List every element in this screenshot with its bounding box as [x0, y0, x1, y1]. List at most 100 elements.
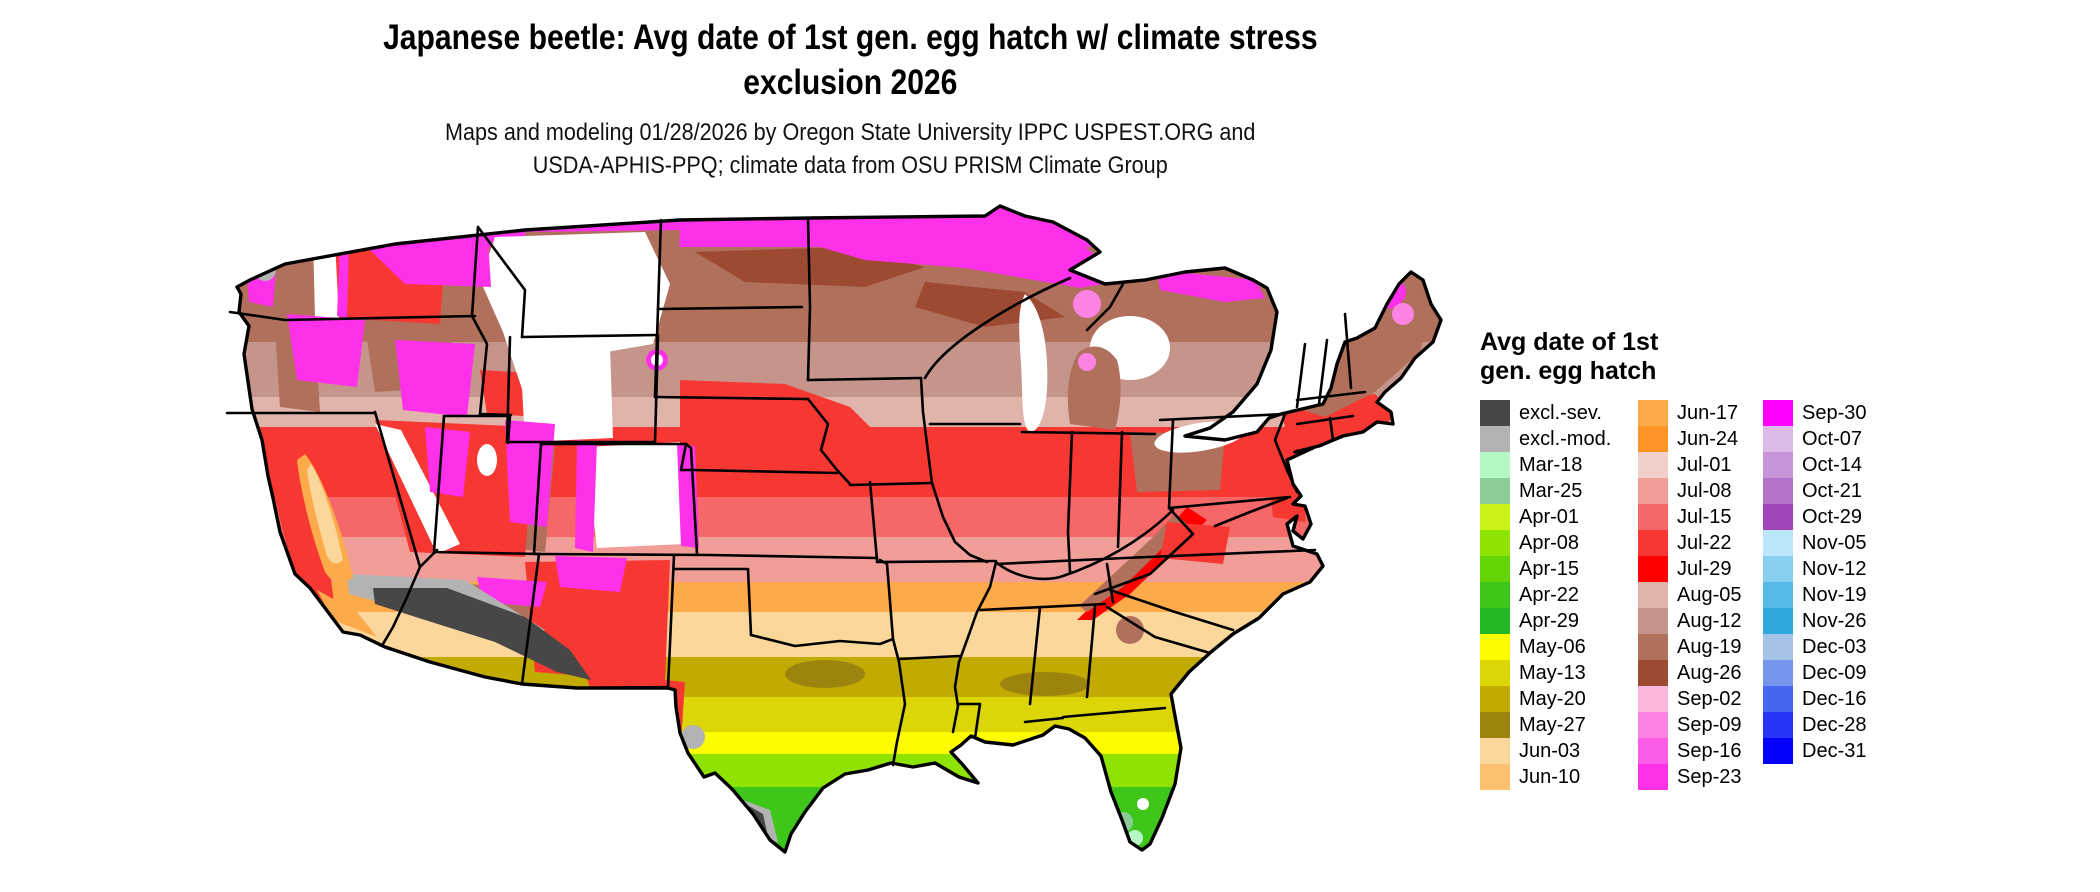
- legend-entry: Apr-29: [1480, 607, 1611, 634]
- legend-swatch: [1763, 659, 1793, 686]
- legend-swatch: [1638, 659, 1668, 686]
- legend-swatch: [1763, 711, 1793, 738]
- legend-entry: Nov-05: [1763, 529, 1867, 556]
- region-up-magenta: [1157, 270, 1265, 302]
- legend-label: Oct-29: [1802, 505, 1863, 528]
- legend-swatch: [1638, 581, 1668, 608]
- legend-label: Oct-21: [1802, 479, 1863, 502]
- legend-entry: Jul-15: [1638, 503, 1742, 530]
- legend-entry: Apr-01: [1480, 503, 1611, 530]
- legend-entry: Oct-14: [1763, 451, 1867, 478]
- band-May-06: [237, 732, 1441, 754]
- region-wtx-gray: [681, 725, 705, 749]
- region-yellowstone-white: [512, 337, 538, 363]
- legend-entry: Sep-23: [1638, 763, 1742, 790]
- legend-entry: Nov-26: [1763, 607, 1867, 634]
- legend-label: Jul-15: [1677, 505, 1732, 528]
- legend-swatch: [1480, 659, 1510, 686]
- legend-label: Sep-09: [1677, 713, 1742, 736]
- map-title-line1: Japanese beetle: Avg date of 1st gen. eg…: [382, 18, 1318, 57]
- legend-label: Oct-07: [1802, 427, 1863, 450]
- region-wtx-red: [585, 672, 685, 757]
- legend-label: excl.-sev.: [1519, 401, 1602, 424]
- legend-entry: Mar-25: [1480, 477, 1611, 504]
- legend-entry: Aug-05: [1638, 581, 1742, 608]
- legend-swatch: [1638, 633, 1668, 660]
- region-nnv-magenta: [425, 427, 470, 497]
- legend-label: Apr-29: [1519, 609, 1580, 632]
- legend-label: Dec-28: [1802, 713, 1867, 736]
- legend-swatch: [1638, 425, 1668, 452]
- legend-entry: Oct-29: [1763, 503, 1867, 530]
- legend-label: May-20: [1519, 687, 1586, 710]
- legend-label: Nov-26: [1802, 609, 1867, 632]
- legend-label: Sep-02: [1677, 687, 1742, 710]
- legend-entry: Mar-18: [1480, 451, 1611, 478]
- region-wacascades-white: [313, 238, 339, 320]
- legend-label: Jul-29: [1677, 557, 1732, 580]
- legend-entry: Apr-08: [1480, 529, 1611, 556]
- region-wasatch-magenta: [505, 420, 555, 527]
- legend-swatch: [1763, 425, 1793, 452]
- legend-swatch: [1638, 607, 1668, 634]
- legend-entry: Aug-12: [1638, 607, 1742, 634]
- legend-title-line2: gen. egg hatch: [1480, 356, 1657, 385]
- legend-title: Avg date of 1st gen. egg hatch: [1480, 328, 2040, 386]
- legend-label: Nov-05: [1802, 531, 1867, 554]
- legend-label: May-13: [1519, 661, 1586, 684]
- legend-label: Dec-16: [1802, 687, 1867, 710]
- legend-swatch: [1763, 451, 1793, 478]
- map-title-line2: exclusion 2026: [742, 62, 958, 102]
- legend-swatch: [1638, 555, 1668, 582]
- legend-label: Apr-22: [1519, 583, 1580, 606]
- legend-label: Jun-10: [1519, 765, 1581, 788]
- legend-swatch: [1763, 503, 1793, 530]
- legend-swatch: [1763, 581, 1793, 608]
- region-red-dakotas: [680, 380, 873, 430]
- legend-label: Sep-23: [1677, 765, 1742, 788]
- legend-swatch: [1638, 451, 1668, 478]
- region-greatsaltlake-white: [477, 444, 497, 476]
- legend-label: May-27: [1519, 713, 1586, 736]
- legend-label: Jun-24: [1677, 427, 1739, 450]
- legend-swatch: [1480, 763, 1510, 790]
- region-corockies-magenta-w: [575, 440, 597, 552]
- legend-swatch: [1480, 685, 1510, 712]
- legend-entry: Dec-28: [1763, 711, 1867, 738]
- legend-label: Jun-03: [1519, 739, 1581, 762]
- region-socal-orange: [317, 590, 377, 637]
- legend-label: Nov-19: [1802, 583, 1867, 606]
- legend-label: Mar-18: [1519, 453, 1583, 476]
- legend-swatch: [1480, 425, 1510, 452]
- legend-label: Nov-12: [1802, 557, 1867, 580]
- legend-label: Dec-09: [1802, 661, 1867, 684]
- legend-entry: Apr-22: [1480, 581, 1611, 608]
- legend-swatch: [1480, 477, 1510, 504]
- legend-label: Apr-15: [1519, 557, 1580, 580]
- legend-swatch: [1763, 737, 1793, 764]
- legend-swatch: [1763, 555, 1793, 582]
- region-nmitten-pink: [1078, 353, 1096, 371]
- legend-swatch: [1638, 763, 1668, 790]
- legend-entry: Aug-26: [1638, 659, 1742, 686]
- region-maine-pink: [1392, 303, 1414, 325]
- region-eor-magenta2: [395, 340, 475, 417]
- legend-label: Jun-17: [1677, 401, 1739, 424]
- region-appalachia-brown: [1079, 514, 1187, 612]
- legend-swatch: [1480, 737, 1510, 764]
- legend-label: Dec-03: [1802, 635, 1867, 658]
- region-wyoming-white: [520, 346, 613, 442]
- legend-column-1: excl.-sev. excl.-mod. Mar-18 Mar-25 Apr-01 Ap…: [1480, 399, 1611, 790]
- legend-swatch: [1638, 737, 1668, 764]
- legend-swatch: [1480, 633, 1510, 660]
- lake-okeechobee: [1137, 798, 1149, 810]
- legend-swatch: [1638, 399, 1668, 426]
- legend-swatch: [1638, 685, 1668, 712]
- legend-entry: Jul-01: [1638, 451, 1742, 478]
- legend-label: Jul-22: [1677, 531, 1732, 554]
- legend-entry: Dec-31: [1763, 737, 1867, 764]
- map-legend: Avg date of 1st gen. egg hatch excl.-sev…: [1480, 328, 2040, 790]
- map-fill-layers: [237, 206, 1441, 852]
- legend-entry: Dec-03: [1763, 633, 1867, 660]
